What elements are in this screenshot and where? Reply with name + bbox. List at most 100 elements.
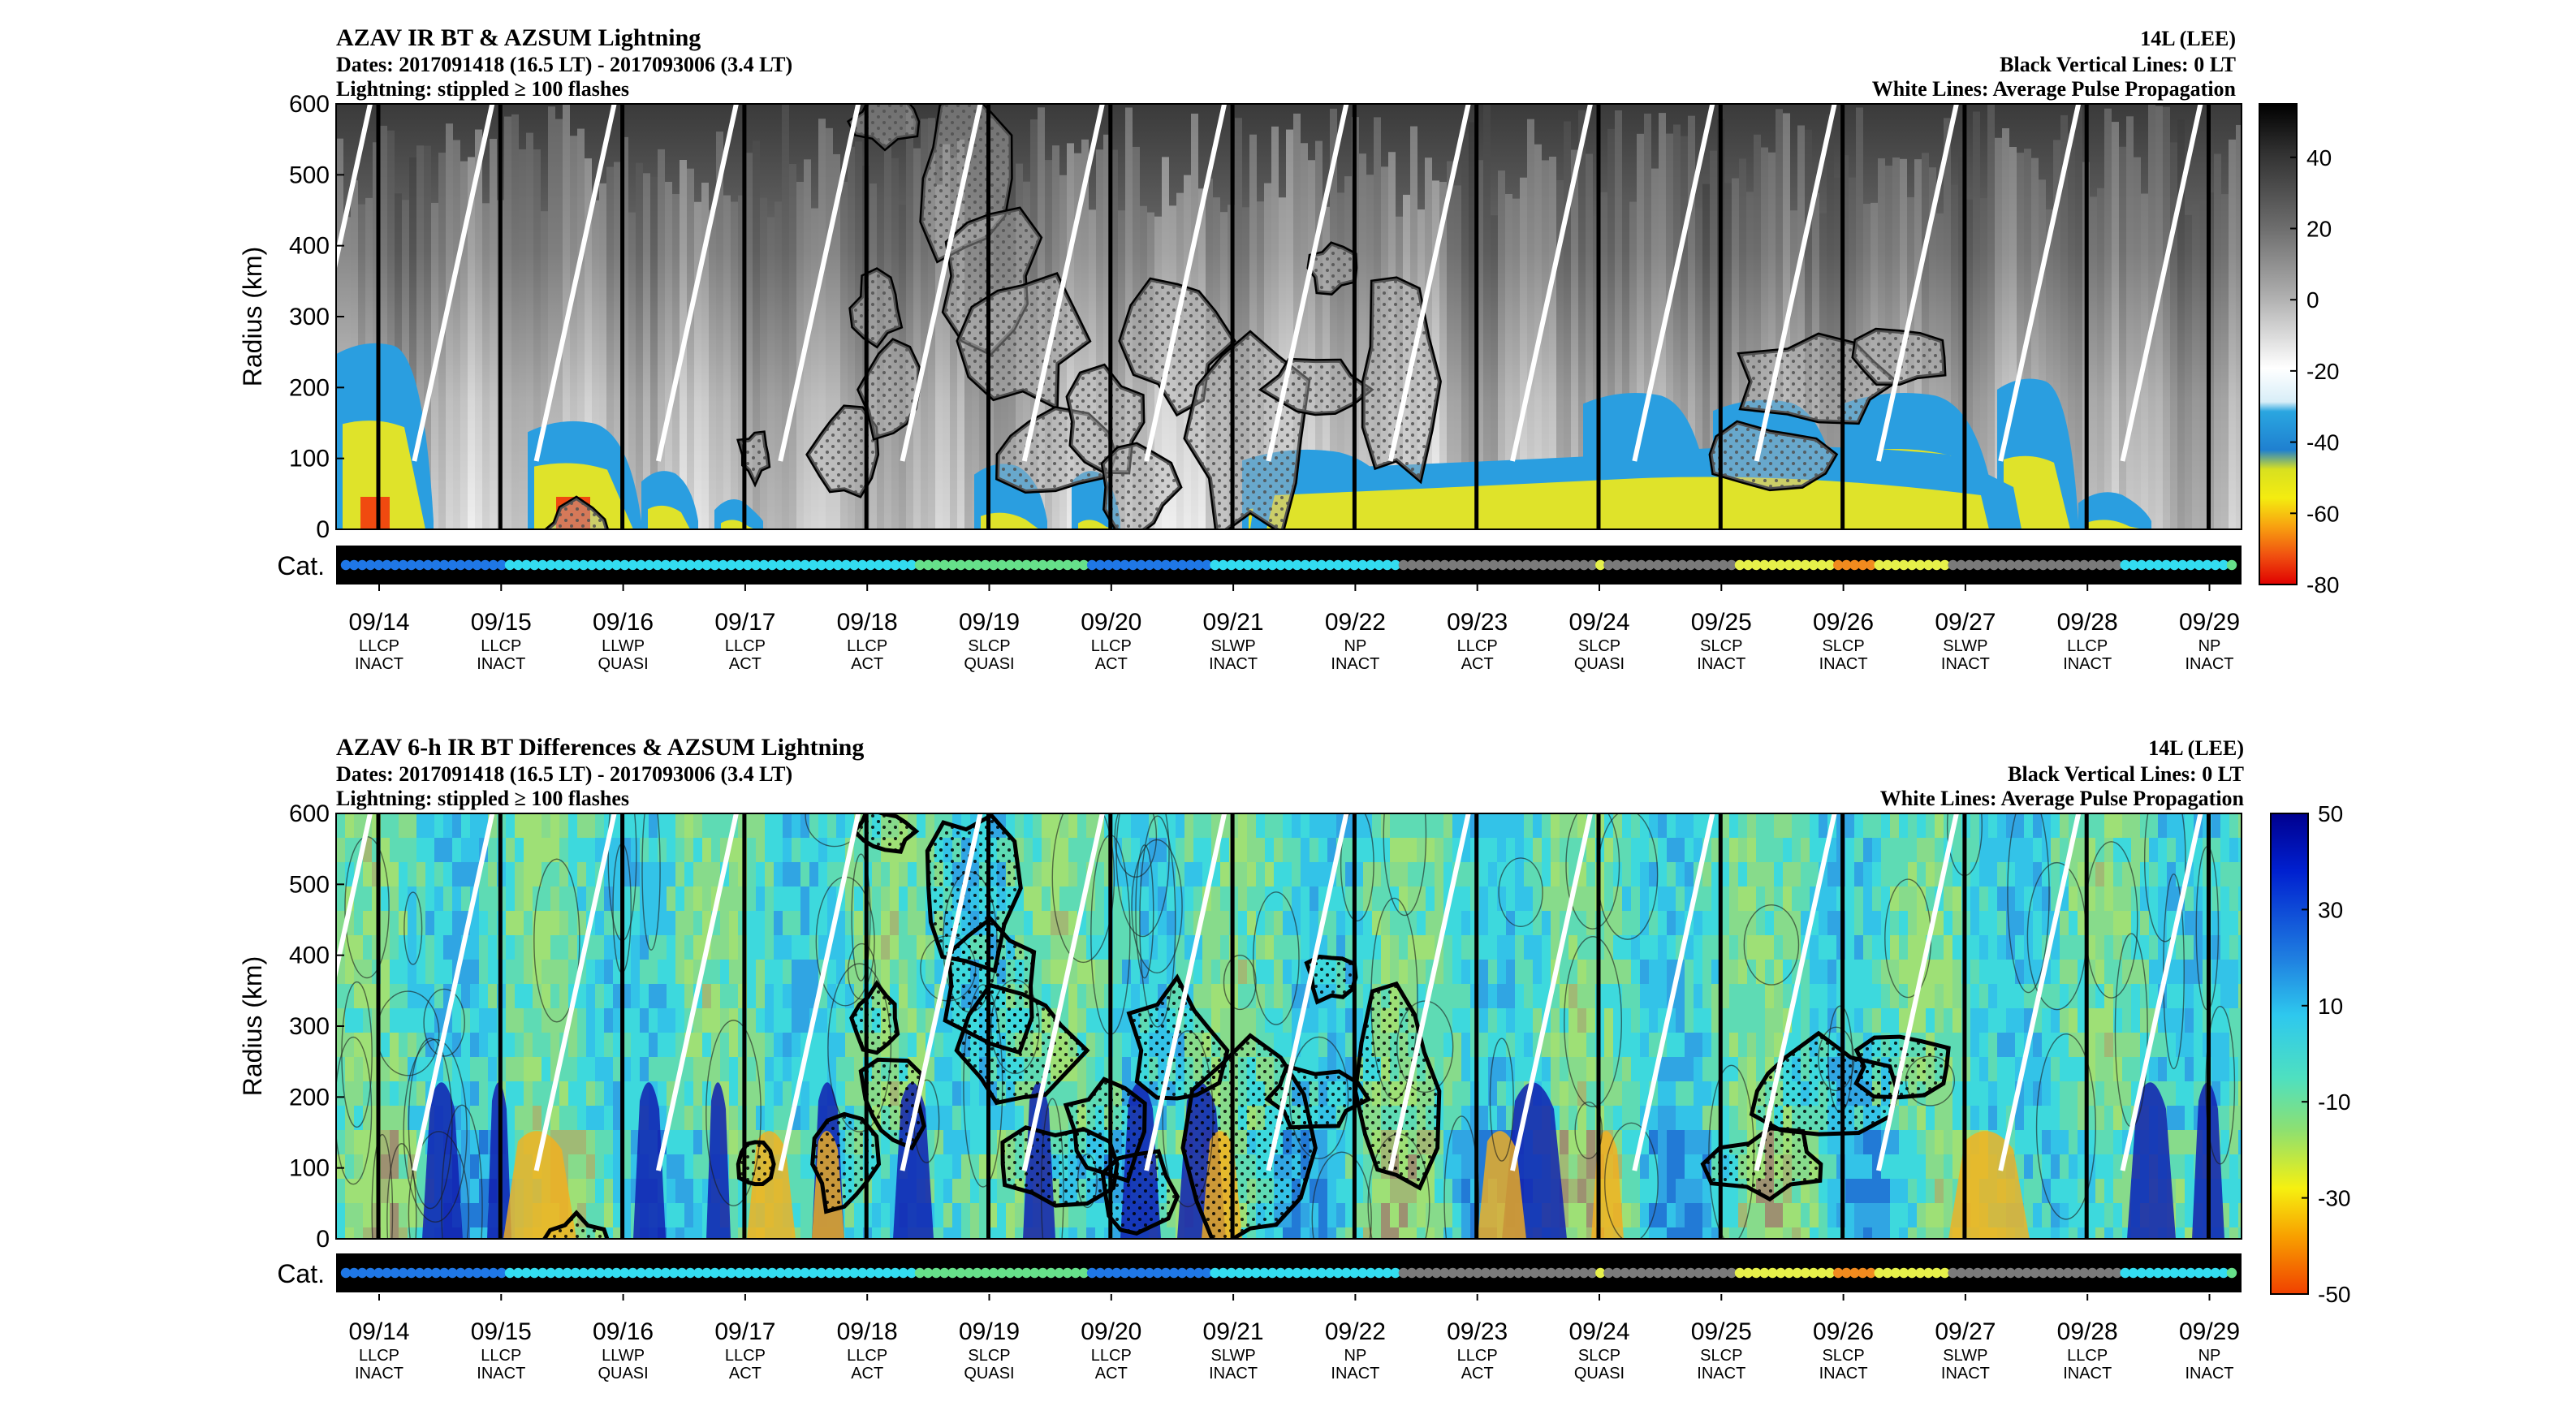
- diff-cell: [470, 1179, 479, 1203]
- diff-cell: [1211, 911, 1220, 935]
- category-dot: [1242, 559, 1253, 571]
- diff-cell: [2122, 1008, 2131, 1033]
- diff-cell: [1024, 813, 1033, 838]
- diff-cell: [1845, 1154, 1854, 1179]
- diff-cell: [1435, 984, 1443, 1008]
- diff-cell: [416, 813, 425, 838]
- diff-cell: [1640, 862, 1649, 886]
- diff-cell: [1452, 1227, 1461, 1239]
- diff-cell: [783, 911, 792, 935]
- diff-cell: [1944, 1154, 1952, 1179]
- diff-cell: [2095, 1106, 2104, 1130]
- diff-cell: [479, 1227, 488, 1239]
- diff-cell: [1622, 1057, 1631, 1081]
- diff-cell: [1354, 1008, 1363, 1033]
- diff-cell: [1533, 862, 1542, 886]
- diff-cell: [2167, 1008, 2176, 1033]
- x-activity-label: INACT: [2063, 655, 2112, 673]
- diff-cell: [1318, 1203, 1327, 1227]
- diff-cell: [1399, 862, 1408, 886]
- x-activity-label: INACT: [2186, 655, 2234, 673]
- diff-cell: [2113, 886, 2122, 911]
- diff-cell: [890, 935, 899, 960]
- category-dot: [348, 1267, 360, 1279]
- diff-cell: [1872, 1203, 1881, 1227]
- diff-cell: [836, 984, 845, 1008]
- diff-cell: [1649, 1106, 1658, 1130]
- diff-cell: [1801, 911, 1810, 935]
- diff-cell: [2078, 838, 2086, 862]
- diff-cell: [2060, 1179, 2069, 1203]
- diff-cell: [1747, 1057, 1756, 1081]
- diff-cell: [1158, 1227, 1167, 1239]
- diff-cell: [1685, 1179, 1694, 1203]
- diff-cell: [1256, 960, 1265, 984]
- category-dot: [718, 1267, 728, 1279]
- diff-cell: [1640, 960, 1649, 984]
- cold-cloud-yellow: [648, 505, 690, 529]
- diff-cell: [604, 1203, 613, 1227]
- diff-cell: [2131, 1081, 2140, 1106]
- diff-cell: [1970, 886, 1979, 911]
- diff-cell: [1051, 862, 1059, 886]
- diff-cell: [577, 935, 586, 960]
- diff-cell: [1899, 960, 1908, 984]
- diff-cell: [1452, 838, 1461, 862]
- diff-cell: [1935, 1203, 1944, 1227]
- category-dot: [430, 559, 442, 571]
- diff-cell: [1265, 960, 1274, 984]
- diff-cell: [1997, 862, 2006, 886]
- diff-cell: [1774, 862, 1783, 886]
- diff-cell: [1131, 838, 1140, 862]
- diff-cell: [1613, 838, 1622, 862]
- diff-cell: [729, 1057, 738, 1081]
- diff-cell: [363, 1227, 372, 1239]
- diff-cell: [559, 813, 568, 838]
- diff-cell: [747, 911, 756, 935]
- diff-cell: [1667, 960, 1676, 984]
- category-dot: [783, 1267, 794, 1279]
- category-dot: [422, 1267, 434, 1279]
- diff-cell: [1068, 862, 1077, 886]
- diff-cell: [908, 1033, 917, 1057]
- diff-cell: [684, 1227, 693, 1239]
- diff-cell: [1667, 1033, 1676, 1057]
- diff-cell: [452, 1008, 461, 1033]
- pulse-line: [412, 813, 495, 1171]
- diff-cell: [1631, 1130, 1640, 1154]
- category-dot: [1202, 1267, 1212, 1279]
- diff-cell: [1399, 1179, 1408, 1203]
- diff-cell: [1810, 911, 1819, 935]
- category-dot: [1694, 1267, 1704, 1279]
- bt-streak: [2236, 124, 2242, 529]
- category-dot: [373, 559, 384, 571]
- diff-cell: [1935, 1154, 1944, 1179]
- diff-cell: [1542, 984, 1551, 1008]
- diff-cell: [1443, 862, 1452, 886]
- diff-cell: [702, 960, 711, 984]
- bt-streak: [1586, 153, 1593, 529]
- diff-cell: [461, 1130, 470, 1154]
- bt-streak: [1732, 178, 1739, 529]
- diff-cell: [1613, 1057, 1622, 1081]
- diff-cell: [1667, 1203, 1676, 1227]
- diff-cell: [2086, 813, 2095, 838]
- category-dot: [1275, 1267, 1286, 1279]
- diff-cell: [1676, 1008, 1685, 1033]
- diff-cell: [1560, 1130, 1568, 1154]
- diff-cell: [1059, 886, 1068, 911]
- diff-cell: [1051, 838, 1059, 862]
- diff-cell: [1068, 886, 1077, 911]
- category-dot: [914, 1267, 926, 1279]
- diff-cell: [363, 1081, 372, 1106]
- diff-cell: [961, 813, 970, 838]
- diff-cell: [586, 1203, 595, 1227]
- category-dot: [2022, 559, 2032, 571]
- diff-cell: [336, 960, 345, 984]
- diff-cell: [2069, 1203, 2078, 1227]
- diff-cell: [2033, 813, 2042, 838]
- diff-cell: [667, 886, 675, 911]
- colorbar-tick-label: -10: [2318, 1089, 2350, 1115]
- diff-cell: [622, 886, 631, 911]
- diff-cell: [702, 862, 711, 886]
